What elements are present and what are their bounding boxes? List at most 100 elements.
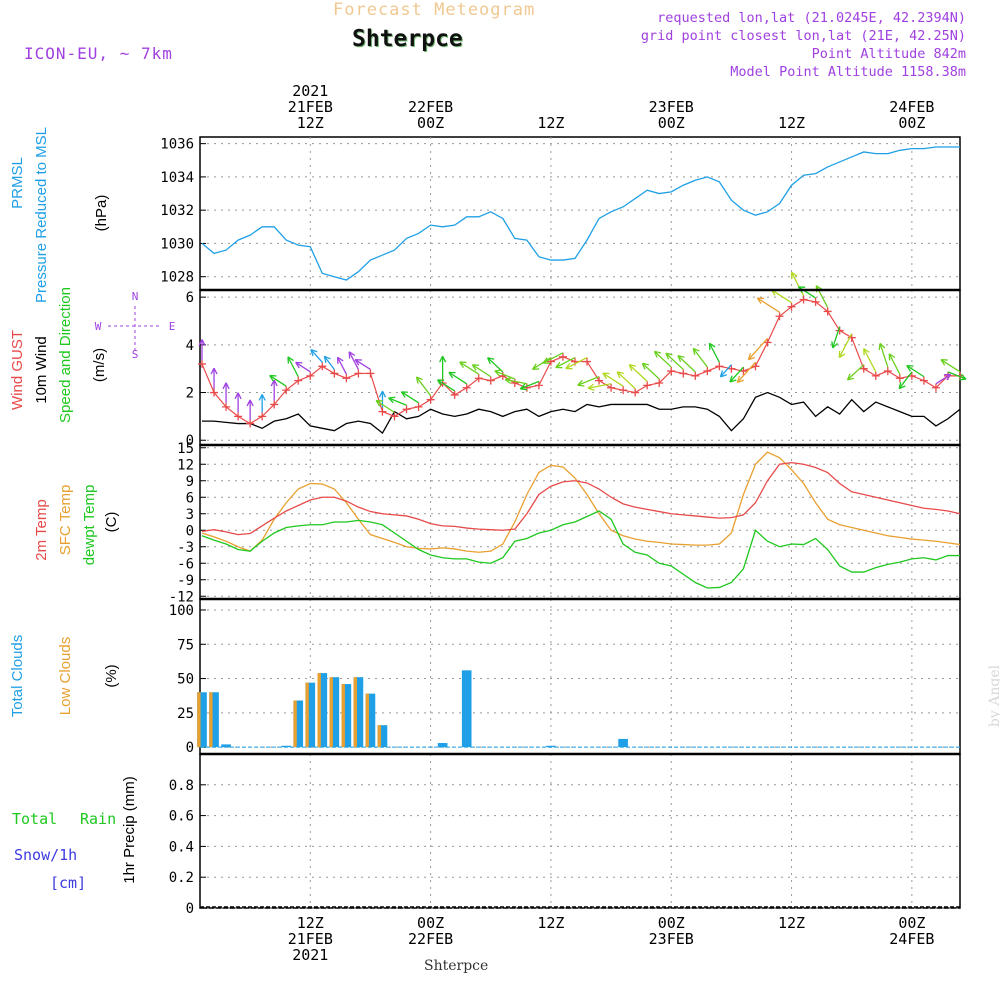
y-tick-label: 0.8 bbox=[169, 778, 194, 794]
gust-marker bbox=[282, 386, 291, 395]
wind-arrow-head bbox=[494, 369, 502, 377]
gust-marker bbox=[583, 357, 592, 366]
top-time-label: 00Z bbox=[417, 114, 444, 132]
wind-arrow-head bbox=[729, 375, 737, 383]
bottom-time-label: 00Z bbox=[898, 914, 925, 932]
gust-marker bbox=[426, 395, 435, 404]
wind-arrow bbox=[935, 373, 951, 385]
bottom-time-label: 12Z bbox=[297, 914, 324, 932]
wind-arrow bbox=[388, 397, 407, 406]
wind-arrow-head bbox=[531, 363, 540, 370]
gust-marker bbox=[366, 369, 375, 378]
wind-arrow-head bbox=[234, 392, 242, 400]
requested-location: requested lon,lat (21.0245E, 42.2394N) bbox=[657, 10, 966, 26]
low-cloud-bar bbox=[365, 693, 369, 748]
gust-marker bbox=[811, 297, 820, 306]
gust-marker bbox=[895, 374, 904, 383]
compass-e: E bbox=[169, 320, 176, 333]
y-tick-label: 0 bbox=[186, 433, 194, 449]
total-cloud-label: Total Clouds bbox=[9, 635, 26, 718]
gust-marker bbox=[799, 295, 808, 304]
precip-snow-label: Snow/1h bbox=[14, 846, 77, 864]
gust-marker bbox=[871, 371, 880, 380]
gust-marker bbox=[931, 383, 940, 392]
wind-arrow-head bbox=[736, 375, 744, 384]
low-cloud-bar bbox=[305, 682, 309, 748]
gust-marker bbox=[378, 407, 387, 416]
gust-marker bbox=[414, 402, 423, 411]
wind-arrow-head bbox=[222, 382, 230, 390]
gust-marker bbox=[763, 338, 772, 347]
wind-arrow bbox=[348, 351, 359, 370]
total-cloud-bar bbox=[209, 692, 219, 748]
wind-arrow-head bbox=[756, 297, 765, 304]
wind-arrow-head bbox=[846, 373, 855, 381]
low-cloud-bar bbox=[209, 692, 213, 748]
wind-unit: (m/s) bbox=[91, 348, 108, 382]
total-cloud-bar bbox=[317, 673, 328, 748]
top-time-label: 00Z bbox=[658, 114, 685, 132]
wind-arrow bbox=[888, 353, 901, 375]
y-tick-label: 0.2 bbox=[169, 870, 194, 886]
wind-arrow-head bbox=[504, 376, 512, 385]
bottom-time-label: 2021 bbox=[292, 946, 328, 964]
low-cloud-bar bbox=[197, 692, 201, 748]
total-cloud-bar bbox=[341, 684, 352, 748]
wind-arrow-head bbox=[336, 356, 344, 364]
wind-arrow-head bbox=[542, 357, 550, 364]
y-tick-label: 1032 bbox=[160, 203, 194, 219]
wind-arrow-head bbox=[375, 399, 383, 407]
gust-marker bbox=[643, 381, 652, 390]
total-cloud-bar bbox=[365, 693, 376, 748]
wind-arrow-head bbox=[565, 362, 573, 370]
temp-unit: (C) bbox=[103, 512, 120, 533]
gust-marker bbox=[222, 402, 231, 411]
wind-arrow bbox=[542, 352, 564, 364]
wind-arrow-head bbox=[641, 362, 650, 370]
y-tick-label: 100 bbox=[169, 603, 194, 619]
model-label: ICON-EU, ~ 7km bbox=[24, 44, 173, 63]
wind-arrow-head bbox=[959, 373, 967, 381]
panel-frame bbox=[199, 444, 961, 600]
low-cloud-bar bbox=[317, 673, 321, 748]
total-cloud-bar bbox=[305, 682, 316, 748]
y-tick-label: 1034 bbox=[160, 170, 194, 186]
y-tick-label: 1036 bbox=[160, 137, 194, 153]
gust-marker bbox=[727, 364, 736, 373]
gust-marker bbox=[534, 381, 543, 390]
wind-arrow-head bbox=[269, 374, 277, 382]
wind-arrow bbox=[628, 364, 648, 382]
wind-arrow-head bbox=[471, 364, 480, 371]
wind-arrow bbox=[677, 355, 696, 373]
station-title: Shterpce bbox=[352, 26, 463, 52]
gust-marker bbox=[270, 400, 279, 409]
wind-arrow-head bbox=[378, 390, 387, 398]
panel-frame bbox=[199, 753, 961, 909]
wind-arrow bbox=[770, 289, 792, 304]
gust-marker bbox=[787, 302, 796, 311]
gust-marker bbox=[619, 386, 628, 395]
wind-arrow-head bbox=[719, 370, 728, 378]
y-tick-label: 15 bbox=[177, 441, 194, 457]
gust-marker bbox=[883, 367, 892, 376]
wind-arrow-head bbox=[878, 342, 886, 351]
wind-arrow bbox=[847, 364, 865, 381]
sfc-temp-line bbox=[201, 451, 961, 553]
dewpt-temp-line bbox=[201, 510, 960, 589]
wind-arrow bbox=[336, 356, 347, 375]
wind-speed-direction-label: Speed and Direction bbox=[57, 287, 74, 423]
compass-cross bbox=[108, 306, 162, 352]
product-title: Forecast Meteogram bbox=[333, 0, 536, 20]
wind-arrow-head bbox=[448, 371, 456, 379]
gust-marker bbox=[751, 362, 760, 371]
wind-arrow bbox=[587, 383, 612, 389]
point-altitude: Point Altitude 842m bbox=[811, 46, 966, 62]
precip-rain-label: Rain bbox=[80, 810, 116, 828]
wind-arrow bbox=[940, 359, 961, 373]
wind-arrow-head bbox=[692, 347, 700, 356]
panel-frame bbox=[199, 289, 961, 446]
gust-marker bbox=[450, 390, 459, 399]
panel-wind: 0 2 4 6 bbox=[186, 271, 967, 449]
wind-arrow-head bbox=[415, 376, 423, 384]
wind-arrow bbox=[653, 350, 672, 368]
